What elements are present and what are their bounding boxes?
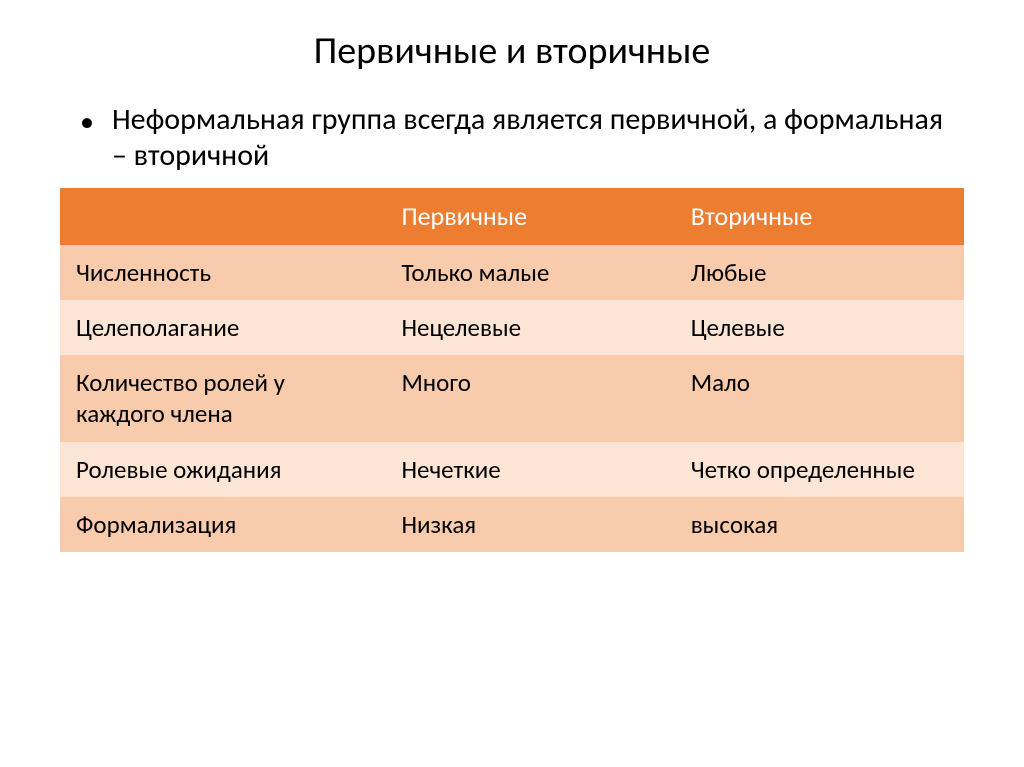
table-row: Формализация Низкая высокая: [60, 497, 964, 552]
table-row: Целеполагание Нецелевые Целевые: [60, 300, 964, 355]
table-cell: Мало: [675, 355, 964, 442]
slide: Первичные и вторичные • Неформальная гру…: [0, 0, 1024, 767]
table-row: Ролевые ожидания Нечеткие Четко определе…: [60, 442, 964, 497]
statement-row: • Неформальная группа всегда является пе…: [80, 102, 964, 174]
table-header-row: Первичные Вторичные: [60, 188, 964, 245]
bullet-icon: •: [80, 104, 94, 140]
table-row: Численность Только малые Любые: [60, 245, 964, 300]
table-cell: Количество ролей у каждого члена: [60, 355, 385, 442]
table-cell: Нецелевые: [385, 300, 674, 355]
table-header-cell: [60, 188, 385, 245]
table-cell: Ролевые ожидания: [60, 442, 385, 497]
table-cell: Нечеткие: [385, 442, 674, 497]
table-cell: Только малые: [385, 245, 674, 300]
comparison-table: Первичные Вторичные Численность Только м…: [60, 188, 964, 552]
table-row: Количество ролей у каждого члена Много М…: [60, 355, 964, 442]
table-header-cell: Вторичные: [675, 188, 964, 245]
table-cell: Четко определенные: [675, 442, 964, 497]
table-cell: Численность: [60, 245, 385, 300]
statement-text: Неформальная группа всегда является перв…: [112, 102, 964, 174]
table-body: Численность Только малые Любые Целеполаг…: [60, 245, 964, 553]
table-cell: Любые: [675, 245, 964, 300]
table-cell: Целевые: [675, 300, 964, 355]
table-header-cell: Первичные: [385, 188, 674, 245]
table-cell: высокая: [675, 497, 964, 552]
table-cell: Формализация: [60, 497, 385, 552]
table-cell: Целеполагание: [60, 300, 385, 355]
comparison-table-wrap: Первичные Вторичные Численность Только м…: [60, 188, 964, 552]
slide-title: Первичные и вторичные: [60, 28, 964, 74]
table-cell: Много: [385, 355, 674, 442]
table-cell: Низкая: [385, 497, 674, 552]
